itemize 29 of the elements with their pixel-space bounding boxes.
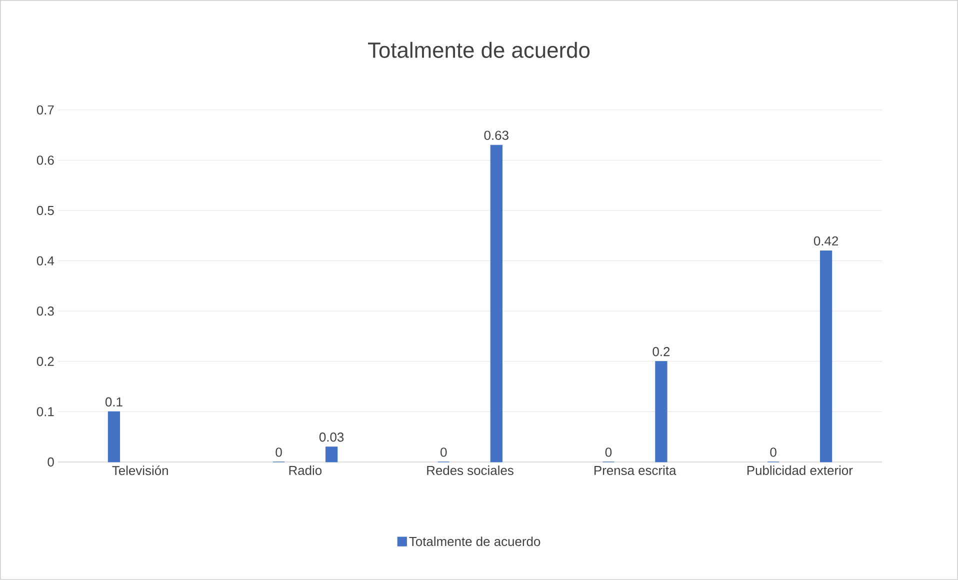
legend-label: Totalmente de acuerdo (409, 536, 540, 546)
x-tick-label: Televisión (112, 466, 168, 476)
x-tick-label: Publicidad exterior (747, 466, 853, 476)
y-tick-label: 0.6 (36, 156, 54, 165)
y-tick-label: 0.7 (36, 105, 54, 115)
x-tick-label: Radio (289, 466, 322, 476)
y-tick-label: 0.3 (36, 306, 54, 316)
data-label: 0 (770, 448, 776, 457)
bar (655, 361, 668, 462)
data-label: 0 (440, 448, 447, 457)
data-label: 0.2 (652, 347, 670, 356)
y-tick-label: 0.5 (36, 206, 54, 216)
data-label: 0 (605, 448, 612, 457)
chart-title: Totalmente de acuerdo (368, 42, 590, 58)
y-tick-label: 0.1 (36, 407, 54, 416)
bar (820, 250, 832, 462)
bar (490, 144, 502, 462)
y-tick-label: 0 (48, 457, 54, 467)
x-tick-label: Redes sociales (427, 466, 514, 476)
y-tick-label: 0.2 (36, 356, 54, 366)
bar (108, 411, 120, 462)
data-label: 0.63 (484, 130, 508, 140)
data-label: 0.1 (105, 397, 122, 407)
data-label: 0.03 (319, 432, 344, 442)
data-label: 0 (276, 448, 282, 457)
bar (325, 446, 338, 462)
y-tick-label: 0.4 (36, 256, 54, 266)
data-label: 0.42 (814, 236, 838, 246)
x-tick-label: Prensa escrita (594, 466, 676, 476)
